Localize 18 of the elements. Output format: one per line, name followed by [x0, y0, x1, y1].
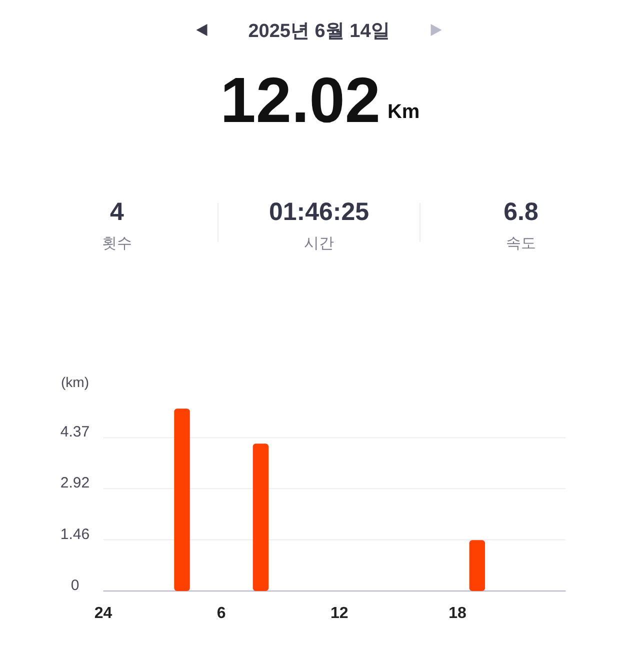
chart-title: 2025년 6월 14일	[248, 21, 390, 42]
text: Km	[387, 101, 420, 123]
text: 시간	[304, 235, 334, 252]
text: 01:46:25	[268, 198, 370, 226]
text: 4	[110, 198, 124, 226]
text: 속도	[506, 235, 536, 252]
text: 12.02	[220, 64, 380, 136]
text: 6.8	[504, 198, 538, 226]
text: 횟수	[102, 235, 132, 252]
x-tick-label: 18	[448, 605, 466, 622]
y-tick-label: 4.37	[60, 424, 90, 441]
x-tick-label: 24	[94, 605, 112, 622]
y-tick-label: 2.92	[60, 474, 90, 492]
y-tick-label: 0	[70, 577, 80, 594]
y-axis-title: (km)	[61, 374, 89, 390]
y-tick-label: 1.46	[60, 526, 90, 543]
x-tick-label: 6	[216, 605, 226, 622]
x-tick-label: 12	[330, 605, 348, 622]
